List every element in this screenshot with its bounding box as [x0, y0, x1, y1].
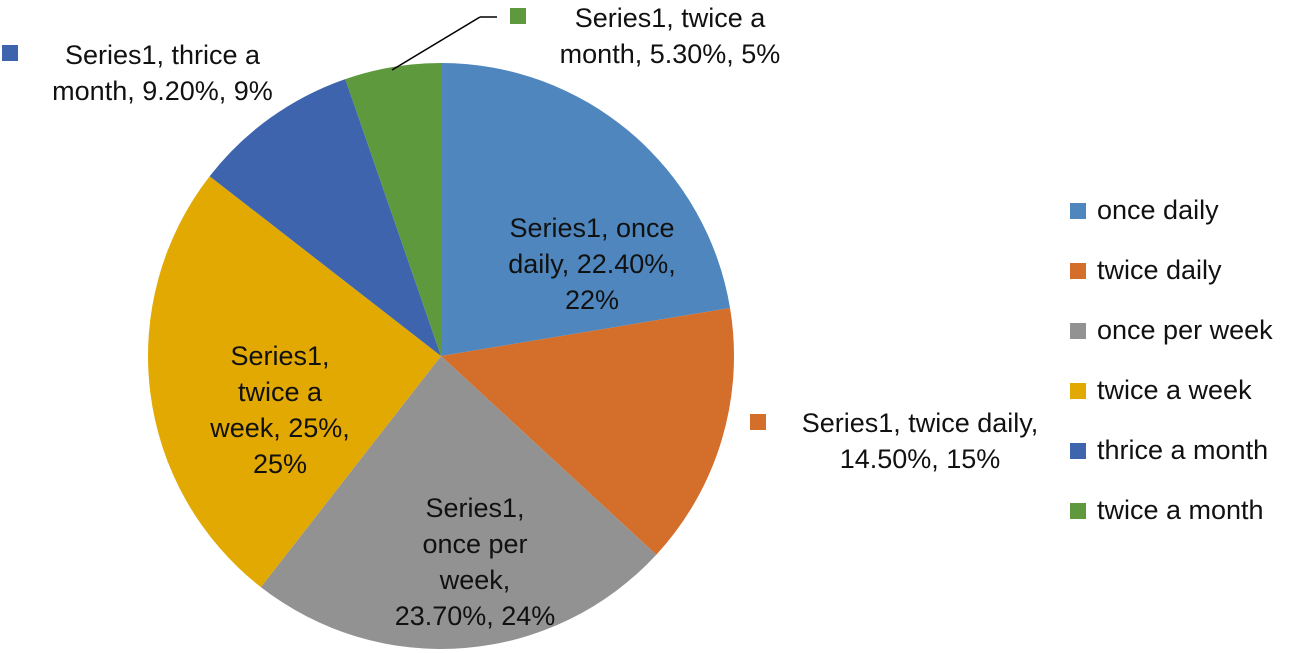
data-label-twice-a-week: Series1, twice a week, 25%, 25%	[210, 341, 350, 479]
data-label-thrice-a-month: Series1, thrice a month, 9.20%, 9%	[52, 40, 273, 106]
pie-slice-thrice-a-month	[209, 79, 441, 357]
legend-swatch	[1070, 323, 1086, 339]
legend-swatch	[1070, 503, 1086, 519]
data-label-once-daily: Series1, once daily, 22.40%, 22%	[508, 213, 676, 315]
legend-swatch	[1070, 203, 1086, 219]
data-label-swatch-thrice-a-month	[2, 45, 18, 61]
legend-swatch	[1070, 383, 1086, 399]
legend-swatch	[1070, 443, 1086, 459]
pie-slice-twice-a-week	[148, 176, 442, 588]
legend-swatch	[1070, 263, 1086, 279]
pie-slice-once-daily	[441, 63, 731, 356]
pie-slices	[148, 63, 734, 649]
data-label-swatch-twice-a-month	[510, 8, 526, 24]
data-label-once-per-week: Series1, once per week, 23.70%, 24%	[394, 493, 556, 631]
pie-slice-twice-daily	[441, 307, 734, 555]
pie-slice-once-per-week	[260, 356, 657, 649]
data-label-twice-daily: Series1, twice daily, 14.50%, 15%	[801, 408, 1039, 474]
leader-line	[391, 16, 481, 71]
data-label-swatch-twice-daily	[750, 414, 766, 430]
pie-slice-twice-a-month	[345, 63, 441, 356]
data-label-twice-a-month: Series1, twice a month, 5.30%, 5%	[559, 3, 781, 69]
